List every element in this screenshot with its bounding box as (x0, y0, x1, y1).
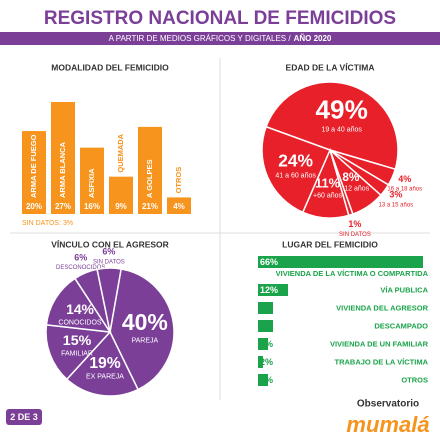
slice-value: 11% (315, 176, 341, 191)
bar (258, 374, 268, 386)
category-label: ARMA BLANCA (58, 141, 67, 198)
chart-title: MODALIDAD DEL FEMICIDIO (51, 62, 169, 72)
category-label: VIVIENDA DEL AGRESOR (336, 303, 428, 312)
category-label: ASFIXIA (87, 168, 96, 198)
slice-value: 14% (66, 301, 94, 317)
bar (258, 256, 423, 268)
value-label: 21% (142, 202, 158, 211)
value-label: 20% (26, 202, 42, 211)
category-label: A GOLPES (145, 160, 154, 198)
slice-label: PAREJA (131, 337, 158, 344)
value-label: 6% (260, 303, 273, 313)
main-title: REGISTRO NACIONAL DE FEMICIDIOS (44, 8, 396, 29)
chart-title: LUGAR DEL FEMICIDIO (282, 239, 378, 249)
page-badge (6, 409, 42, 425)
value-label: 9% (115, 202, 127, 211)
slice-value: 15% (63, 333, 92, 349)
slice-label: DESCONOCIDOS (56, 265, 105, 271)
bar (138, 126, 162, 214)
logo-name: mumalá (346, 412, 429, 437)
category-label: VIVIENDA DE UN FAMILIAR (330, 339, 429, 348)
slice-value: 1% (348, 219, 361, 229)
pie-slice (45, 277, 112, 333)
bar (51, 102, 75, 214)
slice-label: EX PAREJA (86, 374, 124, 381)
value-label: 6% (260, 321, 273, 331)
category-label: OTROS (401, 375, 428, 384)
slice-value: 6% (102, 247, 115, 257)
slice-label: FAMILIAR (61, 350, 93, 357)
pie-slice (45, 324, 112, 381)
slice-label: SIN DATOS (93, 259, 125, 265)
bar (109, 176, 133, 214)
slice-value: 3% (389, 190, 402, 200)
category-label: ARMA DE FUEGO (29, 134, 38, 198)
bar (167, 197, 191, 214)
bar (258, 320, 273, 332)
value-label: 4% (260, 375, 273, 385)
value-label: 2% (260, 357, 273, 367)
category-label: TRABAJO DE LA VÍCTIMA (335, 357, 429, 366)
bar (80, 147, 104, 214)
pie-slice (96, 267, 122, 333)
category-label: VIVIENDA DE LA VÍCTIMA O COMPARTIDA (276, 269, 429, 278)
subtitle-year: AÑO 2020 (294, 34, 332, 43)
chart-title: VÍNCULO CON EL AGRESOR (51, 239, 169, 249)
logo-top: Observatorio (357, 399, 419, 410)
slice-value: 6% (74, 252, 87, 262)
category-label: QUEMADA (116, 133, 125, 172)
slice-value: 8% (342, 170, 360, 184)
slice-label: CONOCIDOS (58, 319, 102, 326)
value-label: 4% (260, 339, 273, 349)
slice-label: 0 a 12 años (333, 186, 370, 193)
value-label: 16% (84, 202, 100, 211)
bar (258, 302, 273, 314)
slice-label: 13 a 15 años (378, 202, 413, 208)
slice-label: 16 a 18 años (387, 187, 422, 193)
slice-label: +60 años (313, 193, 342, 200)
slice-value: 49% (316, 94, 368, 124)
subtitle-strip (0, 32, 440, 45)
bar (22, 131, 46, 214)
slice-value: 4% (398, 174, 411, 184)
value-label: 4% (173, 202, 185, 211)
pie-slice (261, 125, 332, 214)
slice-label: 19 a 40 años (321, 126, 362, 133)
slice-label: SIN DATOS (339, 232, 371, 238)
pie-slice (109, 268, 175, 391)
bar (258, 338, 268, 350)
slice-value: 19% (89, 355, 120, 372)
pie-slice (65, 330, 140, 397)
slice-value: 40% (122, 309, 168, 335)
category-label: OTROS (174, 167, 183, 194)
pie-slice (265, 81, 399, 171)
chart-title: EDAD DE LA VÍCTIMA (286, 62, 375, 72)
value-label: 12% (260, 285, 278, 295)
value-label: 66% (260, 257, 278, 267)
category-label: DESCAMPADO (374, 321, 428, 330)
category-label: VÍA PUBLICA (380, 285, 428, 294)
slice-value: 24% (278, 150, 313, 170)
value-label: 27% (55, 202, 71, 211)
note: SIN DATOS: 3% (22, 220, 73, 227)
subtitle: A PARTIR DE MEDIOS GRÁFICOS Y DIGITALES … (109, 34, 332, 43)
bar (258, 284, 288, 296)
subtitle-text: A PARTIR DE MEDIOS GRÁFICOS Y DIGITALES … (109, 34, 292, 43)
bar (258, 356, 263, 368)
page-number: 2 DE 3 (10, 412, 38, 422)
slice-label: 41 a 60 años (275, 172, 316, 179)
